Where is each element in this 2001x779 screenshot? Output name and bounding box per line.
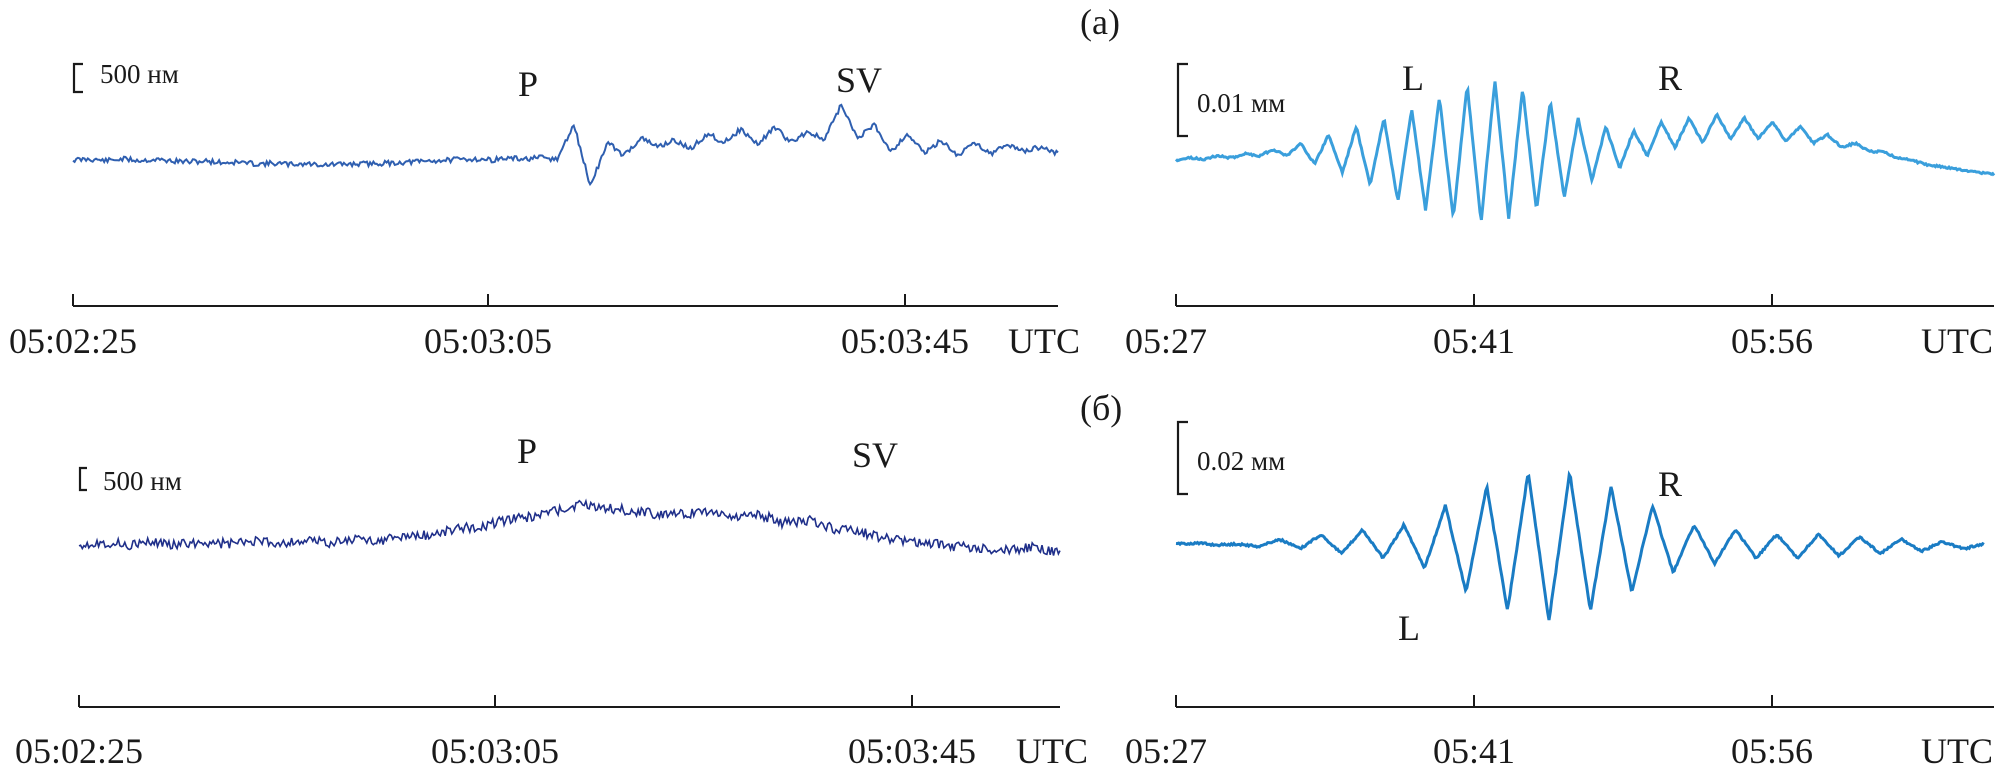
tick-label: 05:03:05	[431, 731, 559, 771]
tick-label: 05:27	[1125, 731, 1207, 771]
trace-b-right	[1175, 470, 1985, 621]
trace-a-right	[1174, 81, 1996, 221]
scale-bar-a-left	[72, 62, 83, 94]
phase-label-r-a: R	[1658, 58, 1682, 98]
scale-label-a-right: 0.01 мм	[1197, 88, 1285, 118]
tick-label: 05:03:05	[424, 321, 552, 361]
panel-a-right: 0.01 мм L R 05:27 05:41 05:56 UTC	[1125, 58, 1996, 361]
panel-b-left: 500 нм P SV 05:02:25 05:03:05 05:03:45 U…	[15, 431, 1088, 771]
panel-a-left: 500 нм P SV 05:02:25 05:03:05 05:03:45 U…	[9, 59, 1080, 361]
tick-label: 05:56	[1731, 321, 1813, 361]
tick-label: 05:41	[1433, 321, 1515, 361]
phase-label-p-b: P	[517, 431, 537, 471]
unit-label: UTC	[1016, 731, 1088, 771]
unit-label: UTC	[1921, 731, 1993, 771]
scale-bar-a-right	[1176, 62, 1188, 138]
unit-label: UTC	[1008, 321, 1080, 361]
tick-label: 05:02:25	[9, 321, 137, 361]
phase-label-l-b: L	[1398, 608, 1420, 648]
tick-label: 05:02:25	[15, 731, 143, 771]
scale-label-a-left: 500 нм	[100, 59, 179, 89]
scale-bar-b-right	[1176, 420, 1188, 496]
phase-label-sv-a: SV	[836, 60, 882, 100]
phase-label-r-b: R	[1658, 464, 1682, 504]
scale-label-b-left: 500 нм	[103, 466, 182, 496]
tick-label: 05:03:45	[848, 731, 976, 771]
tick-label: 05:03:45	[841, 321, 969, 361]
scale-bar-b-left	[78, 466, 87, 492]
panel-tag-b: (б)	[1080, 388, 1122, 428]
tick-label: 05:56	[1731, 731, 1813, 771]
trace-b-left	[78, 498, 1061, 556]
phase-label-p-a: P	[518, 64, 538, 104]
tick-label: 05:41	[1433, 731, 1515, 771]
phase-label-sv-b: SV	[852, 435, 898, 475]
panel-b-right: 0.02 мм L R 05:27 05:41 05:56 UTC	[1125, 420, 1994, 771]
scale-label-b-right: 0.02 мм	[1197, 446, 1285, 476]
trace-a-left	[72, 103, 1059, 187]
phase-label-l-a: L	[1402, 58, 1424, 98]
tick-label: 05:27	[1125, 321, 1207, 361]
unit-label: UTC	[1921, 321, 1993, 361]
panel-tag-a: (а)	[1080, 2, 1120, 42]
